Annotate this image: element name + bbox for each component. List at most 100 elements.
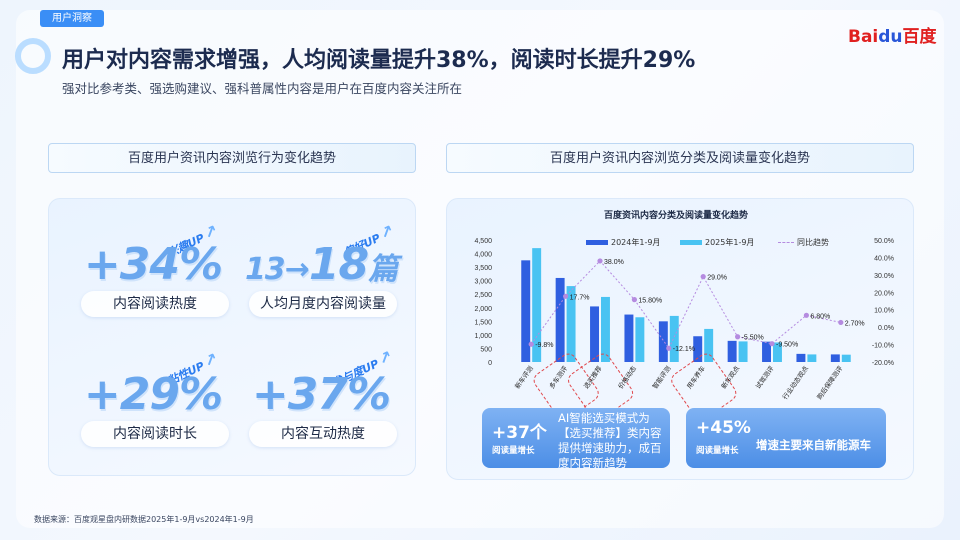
x-tick-label: 智能评测	[650, 364, 673, 391]
legend-growth: 同比趋势	[778, 237, 829, 248]
y-left-tick-label: 1,500	[474, 319, 492, 326]
growth-point	[803, 312, 809, 318]
kpi-label: 人均月度内容阅读量	[249, 291, 397, 317]
insight-card-right: +45% 阅读量增长 增速主要来自新能源车	[686, 408, 886, 468]
y-right-tick-label: 20.0%	[874, 290, 894, 297]
chart-title: 百度资讯内容分类及阅读量变化趋势	[603, 211, 748, 221]
bar	[590, 306, 599, 362]
kpi-monthly-reads: 偏好UP↗ 13→18篇 人均月度内容阅读量	[241, 209, 401, 319]
kpi-value: +34%	[83, 239, 223, 290]
y-left-tick-label: 500	[480, 346, 492, 353]
x-tick-label: 选买推荐	[581, 364, 604, 391]
kpi-interaction-heat: 参与度UP↗ +37% 内容互动热度	[241, 339, 401, 449]
legend-series-2025: 2025年1-9月	[680, 237, 754, 248]
growth-data-label: 38.0%	[604, 259, 624, 266]
bar	[521, 260, 531, 362]
kpi-reading-time: 粘性UP↗ +29% 内容阅读时长	[73, 339, 233, 449]
bar	[807, 354, 817, 362]
growth-data-label: 15.80%	[638, 298, 662, 305]
y-left-tick-label: 4,500	[474, 238, 492, 245]
logo-right-text: 百度	[902, 27, 937, 47]
card-number: +45%	[696, 418, 751, 438]
insight-card-left: +37个 阅读量增长 AI智能选买模式为【选买推荐】类内容提供增速助力，成百度内…	[482, 408, 670, 470]
y-right-tick-label: 10.0%	[874, 308, 894, 315]
logo-left-text: Bai	[848, 27, 879, 47]
growth-point	[563, 293, 569, 299]
card-text: AI智能选买模式为【选买推荐】类内容提供增速助力，成百度内容新趋势	[558, 411, 662, 470]
growth-data-label: 6.80%	[810, 313, 830, 320]
bar	[738, 341, 748, 362]
kpi-panel: 兴趣UP↗ +34% 内容阅读热度 偏好UP↗ 13→18篇 人均月度内容阅读量…	[48, 198, 416, 476]
right-section-title: 百度用户资讯内容浏览分类及阅读量变化趋势	[446, 143, 914, 173]
kpi-label: 内容阅读时长	[81, 421, 229, 447]
page-title: 用户对内容需求增强，人均阅读量提升38%，阅读时长提升29%	[62, 48, 696, 73]
y-left-tick-label: 1,000	[474, 333, 492, 340]
y-right-tick-label: 40.0%	[874, 255, 894, 262]
bar-line-chart: 0 500 1,000 1,500 2,000 2,500 3,000 3,500 4,000 4…	[474, 238, 894, 421]
bar	[566, 286, 576, 362]
bar	[601, 296, 610, 362]
growth-data-label: -9.50%	[776, 342, 798, 349]
growth-point	[631, 297, 637, 303]
x-tick-label: 多车测评	[547, 364, 570, 391]
growth-data-label: 17.7%	[570, 294, 590, 301]
bar	[693, 336, 703, 362]
y-left-tick-label: 3,000	[474, 279, 492, 286]
card-text: 增速主要来自新能源车	[756, 438, 871, 452]
x-tick-label: 用车养车	[685, 364, 708, 391]
x-tick-label: 试驾测评	[753, 364, 776, 391]
left-section-title: 百度用户资讯内容浏览行为变化趋势	[48, 143, 416, 173]
card-number: +37个	[492, 423, 547, 443]
x-tick-label: 新车评测	[513, 364, 536, 391]
growth-line	[530, 260, 841, 350]
bar	[658, 321, 668, 362]
growth-point	[700, 274, 706, 280]
legend-swatch	[586, 240, 608, 245]
growth-point	[528, 341, 534, 347]
bar	[830, 354, 840, 362]
page-subtitle: 强对比参考类、强选购建议、强科普属性内容是用户在百度内容关注所在	[62, 81, 463, 96]
growth-data-label: -9.8%	[535, 342, 553, 349]
x-tick-label: 价格动态	[616, 364, 639, 391]
y-left-tick-label: 0	[488, 360, 492, 367]
kpi-reading-heat: 兴趣UP↗ +34% 内容阅读热度	[73, 209, 233, 319]
bar	[727, 340, 737, 362]
chart-area: 百度资讯内容分类及阅读量变化趋势 0 500 1,000 1,500 2,000 2,50…	[458, 202, 894, 474]
bar	[555, 277, 565, 362]
growth-data-label: -5.50%	[742, 335, 764, 342]
x-tick-label: 新车观点	[719, 364, 742, 391]
x-tick-label: 购后保障测评	[815, 364, 845, 402]
y-right-tick-label: -20.0%	[872, 360, 894, 367]
kpi-label: 内容互动热度	[249, 421, 397, 447]
legend-dash	[778, 242, 794, 243]
bar	[704, 328, 714, 362]
growth-point	[769, 341, 775, 347]
growth-data-label: 29.0%	[707, 275, 727, 282]
y-right-tick-label: 30.0%	[874, 273, 894, 280]
bar	[796, 353, 806, 362]
growth-data-label: -12.1%	[673, 346, 695, 353]
legend-series-2024: 2024年1-9月	[586, 237, 660, 248]
data-source: 数据来源：百度观星盘内研数据2025年1-9月vs2024年1-9月	[34, 515, 254, 524]
y-left-tick-label: 4,000	[474, 252, 492, 259]
kpi-value: 13→18篇	[244, 239, 398, 290]
legend-swatch	[680, 240, 702, 245]
decorative-ring-icon	[15, 38, 51, 74]
bar	[624, 314, 634, 362]
kpi-value: +29%	[83, 369, 223, 420]
bar	[635, 317, 645, 362]
y-right-tick-label: -10.0%	[872, 343, 894, 350]
card-caption: 阅读量增长	[696, 446, 739, 456]
bar	[773, 342, 782, 362]
x-tick-label: 行业动态观点	[780, 364, 810, 402]
section-tag: 用户洞察	[40, 10, 104, 27]
growth-point	[597, 258, 603, 264]
kpi-value: +37%	[251, 369, 391, 420]
card-caption: 阅读量增长	[492, 446, 535, 456]
y-left-tick-label: 2,000	[474, 306, 492, 313]
kpi-label: 内容阅读热度	[81, 291, 229, 317]
y-right-tick-label: 0.0%	[878, 325, 894, 332]
bar	[762, 341, 771, 362]
y-left-tick-label: 2,500	[474, 292, 492, 299]
growth-point	[838, 319, 844, 326]
